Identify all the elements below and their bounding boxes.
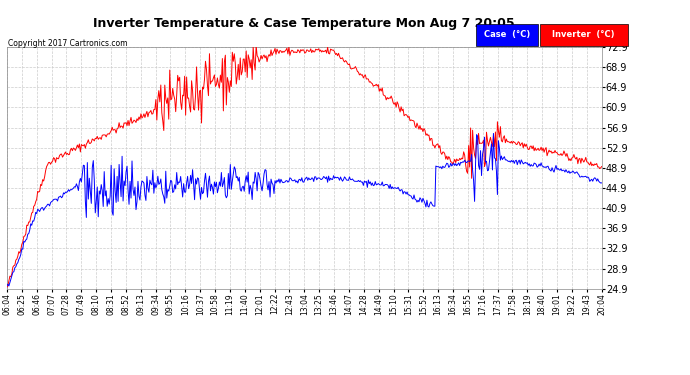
Text: Case  (°C): Case (°C) [484, 30, 531, 39]
Text: Copyright 2017 Cartronics.com: Copyright 2017 Cartronics.com [8, 39, 128, 48]
Text: Inverter  (°C): Inverter (°C) [553, 30, 615, 39]
Text: Inverter Temperature & Case Temperature Mon Aug 7 20:05: Inverter Temperature & Case Temperature … [92, 17, 515, 30]
